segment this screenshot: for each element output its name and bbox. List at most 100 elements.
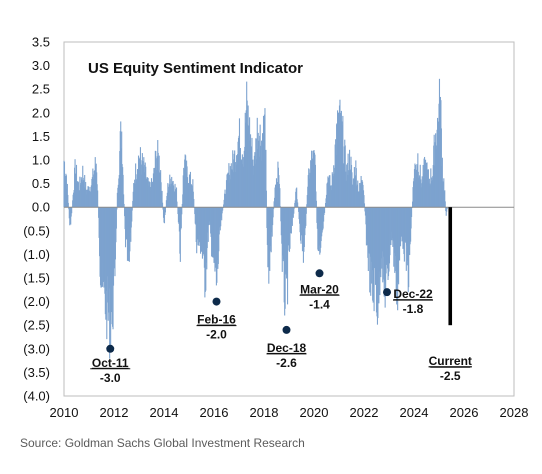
y-tick-label: 1.0 — [32, 153, 50, 168]
sentiment-bar — [296, 187, 298, 208]
sentiment-bar — [161, 190, 163, 208]
current-bar — [448, 207, 453, 326]
annotation-date: Current — [429, 354, 472, 368]
annotation-date: Mar-20 — [300, 282, 339, 296]
sentiment-bar — [305, 207, 307, 214]
sentiment-bar — [324, 207, 326, 213]
annotation-marker — [212, 297, 221, 306]
x-tick-label: 2018 — [250, 405, 279, 420]
sentiment-bar — [272, 207, 274, 218]
sentiment-bar — [131, 207, 133, 222]
y-tick-label: (2.0) — [23, 294, 50, 309]
annotation-value: -2.5 — [440, 369, 461, 383]
y-tick-label: (0.5) — [23, 223, 50, 238]
annotation-marker — [383, 288, 391, 297]
sentiment-bar — [179, 207, 181, 262]
annotation-date: Dec-22 — [393, 287, 433, 301]
x-tick-label: 2014 — [150, 405, 179, 420]
sentiment-bar — [293, 207, 295, 214]
y-tick-label: 2.5 — [32, 82, 50, 97]
x-tick-label: 2022 — [350, 405, 379, 420]
sentiment-bar — [67, 202, 69, 208]
x-tick-label: 2020 — [300, 405, 329, 420]
sentiment-bar — [131, 207, 133, 211]
sentiment-bar — [123, 194, 125, 208]
y-tick-label: 2.0 — [32, 105, 50, 120]
sentiment-bar — [315, 191, 317, 208]
sentiment-bar — [115, 207, 117, 229]
annotation-value: -1.4 — [309, 297, 330, 311]
sentiment-bar — [265, 190, 267, 208]
sentiment-bar — [164, 207, 166, 213]
sentiment-bar — [342, 115, 344, 208]
sentiment-bar — [265, 149, 267, 208]
sentiment-bar — [293, 207, 295, 209]
sentiment-bar — [122, 174, 124, 208]
annotation-date: Oct-11 — [92, 356, 129, 370]
annotation-marker — [282, 325, 291, 334]
sentiment-bar — [444, 201, 446, 208]
sentiment-bar — [273, 207, 275, 210]
y-tick-label: (1.5) — [23, 271, 50, 286]
sentiment-bar — [363, 195, 365, 208]
y-tick-label: 0.0 — [32, 200, 50, 215]
sentiment-bar — [222, 207, 224, 211]
sentiment-bar — [97, 190, 99, 208]
sentiment-bar — [363, 203, 366, 208]
y-tick-label: (1.0) — [23, 247, 50, 262]
x-tick-label: 2028 — [500, 405, 529, 420]
sentiment-bar — [123, 203, 125, 208]
annotation-date: Feb-16 — [197, 313, 236, 327]
y-tick-label: (2.5) — [23, 318, 50, 333]
y-tick-label: (4.0) — [23, 389, 50, 404]
x-tick-label: 2024 — [400, 405, 429, 420]
sentiment-bar — [67, 194, 69, 208]
annotation-date: Dec-18 — [267, 341, 307, 355]
y-tick-label: 0.5 — [32, 176, 50, 191]
chart-title: US Equity Sentiment Indicator — [88, 60, 303, 77]
sentiment-bar — [287, 207, 289, 305]
annotation-value: -3.0 — [100, 371, 121, 385]
y-tick-label: 3.5 — [32, 35, 50, 50]
sentiment-bar — [193, 198, 195, 208]
sentiment-bar — [163, 207, 166, 224]
sentiment-bar — [297, 202, 299, 208]
x-axis: 2010 2012 2014 2016 2018 2020 2022 2024 2026 2028 — [50, 405, 529, 420]
bar-series — [63, 78, 449, 359]
y-tick-label: 1.5 — [32, 129, 50, 144]
sentiment-bar — [315, 200, 317, 208]
x-tick-label: 2010 — [50, 405, 79, 420]
sentiment-bar — [181, 207, 183, 215]
annotation-marker — [315, 269, 324, 278]
annotation-value: -2.6 — [276, 356, 297, 370]
source-note: Source: Goldman Sachs Global Investment … — [20, 436, 305, 450]
y-tick-label: (3.5) — [23, 365, 50, 380]
sentiment-bar — [71, 207, 73, 214]
chart: 3.5 3.0 2.5 2.0 1.5 1.0 0.5 0.0 (0.5) (1.0) (1.5) (… — [23, 35, 529, 421]
x-tick-label: 2016 — [200, 405, 229, 420]
sentiment-bar — [446, 207, 448, 212]
sentiment-bar — [446, 207, 448, 210]
y-axis: 3.5 3.0 2.5 2.0 1.5 1.0 0.5 0.0 (0.5) (1.0) (1.5) (… — [23, 35, 50, 404]
sentiment-bar — [175, 187, 178, 208]
sentiment-bar — [162, 202, 164, 208]
sentiment-bar — [410, 207, 412, 229]
y-tick-label: 3.0 — [32, 58, 50, 73]
x-tick-label: 2012 — [100, 405, 129, 420]
sentiment-bar — [180, 207, 182, 229]
sentiment-bar — [221, 207, 223, 221]
x-tick-label: 2026 — [450, 405, 479, 420]
sentiment-bar — [314, 164, 316, 208]
sentiment-bar — [444, 190, 446, 208]
annotations: Oct-11-3.0 Feb-16-2.0 Dec-18-2.6 Mar-20-1.4… — [90, 269, 472, 385]
annotation-value: -2.0 — [206, 328, 227, 342]
sentiment-bar — [411, 207, 413, 218]
sentiment-bar — [176, 201, 178, 208]
sentiment-bar — [305, 207, 307, 226]
annotation-marker — [106, 344, 115, 353]
current-bar-group — [448, 207, 453, 326]
sentiment-bar — [116, 207, 118, 210]
annotation-value: -1.8 — [403, 302, 424, 316]
y-tick-label: (3.0) — [23, 341, 50, 356]
sentiment-bar — [279, 188, 281, 208]
